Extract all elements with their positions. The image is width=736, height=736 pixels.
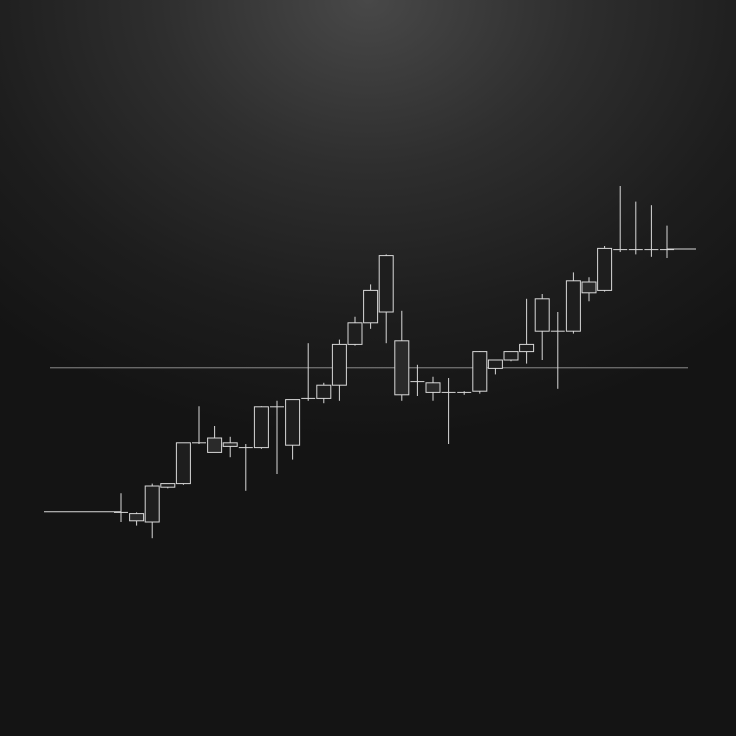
candle	[503, 351, 519, 362]
candle-body	[581, 281, 597, 294]
candle-body	[472, 351, 488, 392]
candle	[472, 351, 488, 394]
candle	[114, 493, 128, 522]
candle	[628, 201, 643, 255]
candle	[597, 246, 613, 292]
candle	[192, 406, 206, 444]
candle	[565, 272, 581, 334]
candle-body	[534, 298, 550, 332]
candle-body	[144, 485, 160, 523]
candle	[394, 310, 410, 401]
candle-body	[347, 322, 363, 345]
candle	[270, 400, 284, 474]
candle	[301, 343, 316, 401]
candle	[129, 512, 145, 526]
candle-body	[597, 247, 613, 291]
candle-body	[175, 442, 191, 485]
candle	[660, 225, 674, 258]
candle	[175, 442, 191, 485]
candle	[285, 399, 301, 460]
candle	[347, 316, 363, 346]
candle-body	[487, 359, 503, 369]
candle	[644, 205, 659, 257]
candle	[253, 406, 269, 449]
candle-body	[425, 382, 441, 393]
candle	[222, 436, 238, 458]
candle-body	[331, 343, 347, 386]
candle-body	[253, 406, 269, 449]
candle	[363, 284, 379, 329]
candle	[550, 312, 565, 389]
candle	[441, 378, 456, 444]
candle-body	[129, 513, 145, 522]
candle-body	[160, 483, 176, 488]
candle	[144, 483, 160, 539]
candle-body	[519, 343, 535, 353]
candle	[519, 298, 535, 364]
candle	[331, 339, 347, 401]
candle-body	[285, 399, 301, 446]
candle	[207, 426, 223, 453]
candle-body	[503, 351, 519, 361]
candle-body	[378, 255, 394, 313]
candle-body	[394, 340, 410, 396]
candle-body	[222, 442, 238, 447]
candle	[457, 391, 472, 395]
candle	[534, 294, 550, 360]
candle-body	[565, 280, 581, 332]
candle	[487, 359, 503, 375]
candle	[160, 483, 176, 489]
candle	[410, 364, 425, 396]
candle-body	[363, 289, 379, 324]
candle	[378, 254, 394, 344]
candles-group	[114, 186, 674, 539]
candle	[238, 444, 253, 491]
candle	[425, 376, 441, 401]
candle-body	[316, 384, 332, 399]
candle	[316, 382, 332, 404]
candle	[581, 277, 597, 302]
candle	[613, 186, 628, 252]
candle-body	[207, 437, 223, 453]
